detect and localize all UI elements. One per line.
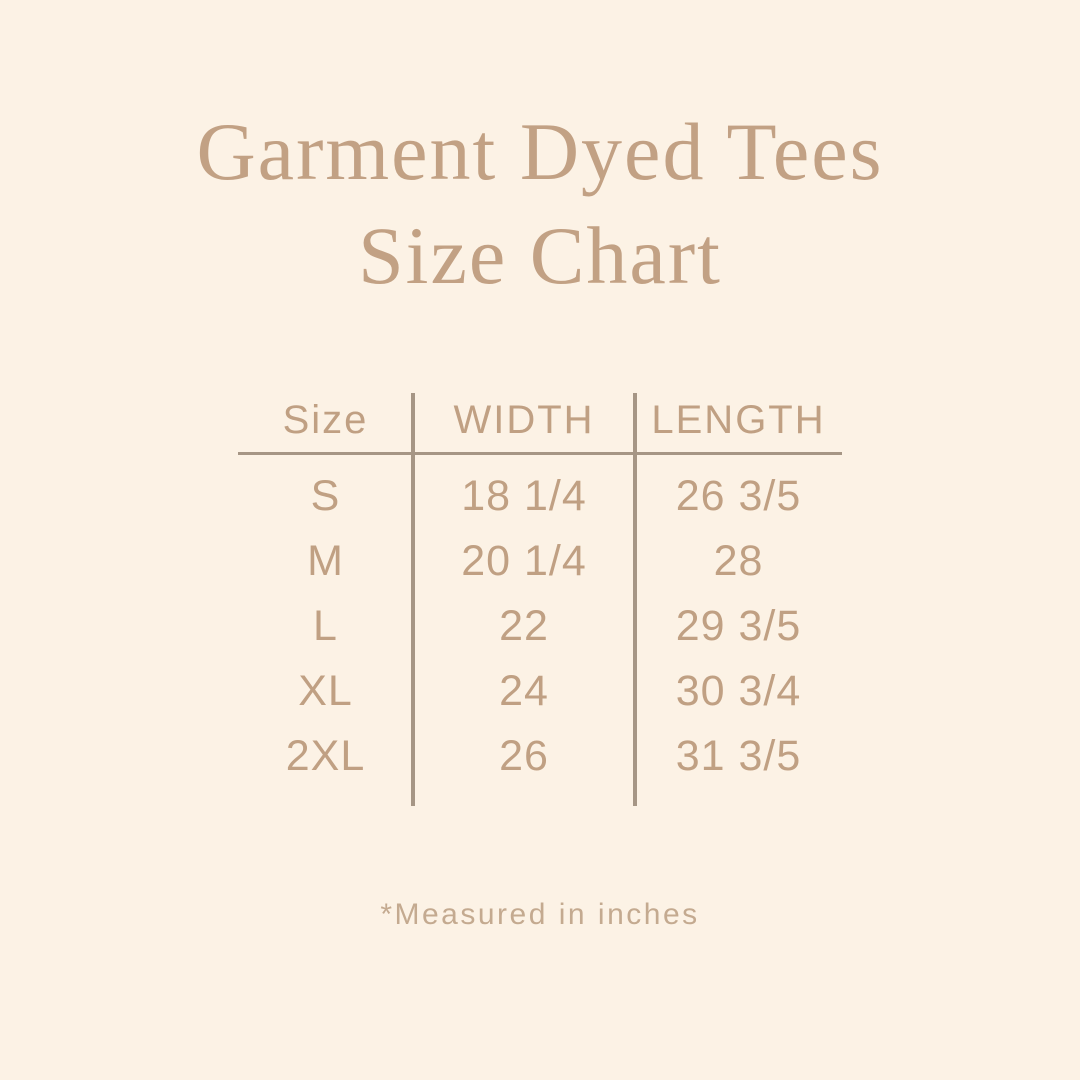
column-header-size: Size — [282, 397, 369, 442]
size-cell: XL — [298, 667, 353, 715]
width-cell: 26 — [499, 732, 549, 780]
size-cell: L — [313, 602, 338, 650]
title-line-2: Size Chart — [358, 210, 722, 301]
width-cell: 22 — [499, 602, 549, 650]
table-body: S 18 1/4 26 3/5 M 20 1/4 28 L 22 29 3/5 … — [238, 452, 842, 789]
column-header-width: WIDTH — [453, 397, 595, 442]
table-header-row: Size WIDTH LENGTH — [238, 388, 842, 452]
length-cell: 28 — [713, 537, 764, 585]
length-cell: 26 3/5 — [675, 472, 802, 520]
length-cell: 30 3/4 — [675, 667, 802, 715]
table-row: M 20 1/4 28 — [238, 529, 842, 594]
size-cell: M — [307, 537, 344, 585]
page-title: Garment Dyed Tees Size Chart — [0, 100, 1080, 308]
size-cell: S — [310, 472, 341, 520]
length-cell: 29 3/5 — [675, 602, 802, 650]
width-cell: 24 — [499, 667, 549, 715]
table-row: L 22 29 3/5 — [238, 594, 842, 659]
column-divider-line-2 — [633, 393, 637, 806]
width-cell: 20 1/4 — [461, 537, 587, 585]
size-table: Size WIDTH LENGTH S 18 1/4 26 3/5 M 20 1… — [238, 388, 842, 812]
size-cell: 2XL — [285, 732, 366, 780]
table-row: 2XL 26 31 3/5 — [238, 724, 842, 789]
header-divider-line — [238, 452, 842, 455]
table-row: XL 24 30 3/4 — [238, 659, 842, 724]
column-divider-line-1 — [411, 393, 415, 806]
table-row: S 18 1/4 26 3/5 — [238, 464, 842, 529]
length-cell: 31 3/5 — [675, 732, 802, 780]
width-cell: 18 1/4 — [461, 472, 587, 520]
measurement-note: *Measured in inches — [380, 898, 700, 931]
title-line-1: Garment Dyed Tees — [196, 106, 884, 197]
column-header-length: LENGTH — [651, 397, 826, 442]
